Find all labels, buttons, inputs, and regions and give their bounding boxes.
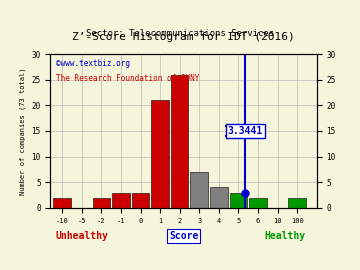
Bar: [151, 100, 169, 208]
Bar: [171, 75, 189, 208]
Bar: [53, 198, 71, 208]
Bar: [230, 193, 247, 208]
Bar: [190, 172, 208, 208]
Text: Sector: Telecommunications Services: Sector: Telecommunications Services: [86, 29, 274, 38]
Bar: [132, 193, 149, 208]
Bar: [112, 193, 130, 208]
Bar: [249, 198, 267, 208]
Bar: [210, 187, 228, 208]
Title: Z’-Score Histogram for IDT (2016): Z’-Score Histogram for IDT (2016): [72, 32, 295, 42]
Text: ©www.textbiz.org: ©www.textbiz.org: [56, 59, 130, 68]
Text: The Research Foundation of SUNY: The Research Foundation of SUNY: [56, 74, 199, 83]
Bar: [288, 198, 306, 208]
Text: Score: Score: [169, 231, 198, 241]
Text: Healthy: Healthy: [264, 231, 305, 241]
Text: 3.3441: 3.3441: [228, 126, 263, 136]
Bar: [93, 198, 110, 208]
Text: Unhealthy: Unhealthy: [56, 231, 109, 241]
Y-axis label: Number of companies (73 total): Number of companies (73 total): [19, 67, 26, 195]
